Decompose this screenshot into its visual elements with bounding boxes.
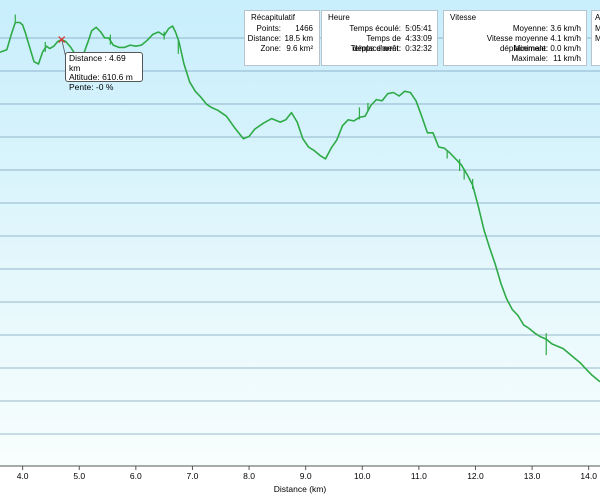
x-tick-label: 10.0	[354, 471, 371, 481]
tooltip-distance: Distance : 4.69 km	[69, 53, 126, 73]
time-elapsed-value: 5:05:41	[405, 24, 432, 33]
summary-distance-label: Distance:	[247, 34, 281, 43]
time-elapsed-label: Temps écoulé:	[349, 24, 401, 33]
marker-cross	[58, 36, 66, 44]
horizontal-gridlines	[0, 37, 600, 435]
x-tick-label: 6.0	[130, 471, 142, 481]
x-tick-label: 4.0	[17, 471, 29, 481]
summary-panel-title: Récapitulatif	[251, 13, 296, 22]
time-moving-value: 4:33:09	[405, 34, 432, 43]
speed-min-label: Minimale:	[513, 44, 548, 53]
extra-panel-row-2: M	[595, 34, 600, 44]
speed-average-label: Moyenne:	[512, 24, 548, 33]
speed-panel: Vitesse Moyenne: 3.6 km/h Vitesse moyenn…	[443, 10, 587, 66]
time-moving-label: Temps de déplacement:	[352, 34, 401, 53]
cursor-marker	[58, 36, 66, 44]
summary-zone-value: 9.6 km²	[286, 44, 313, 53]
summary-zone-label: Zone:	[260, 44, 281, 53]
extra-panel: A M M	[591, 10, 600, 66]
summary-panel: Récapitulatif Points: 1466 Distance: 18.…	[244, 10, 320, 66]
extra-panel-row-1: M	[595, 24, 600, 34]
x-tick-label: 8.0	[243, 471, 255, 481]
summary-points-label: Points:	[256, 24, 281, 33]
speed-moving-average-label: Vitesse moyenne déplacement:	[486, 34, 548, 53]
speed-max-label: Maximale:	[511, 54, 548, 63]
x-axis-label: Distance (km)	[273, 484, 327, 494]
summary-distance-value: 18.5 km	[284, 34, 313, 43]
speed-average-value: 3.6 km/h	[550, 24, 581, 33]
time-panel: Heure Temps écoulé: 5:05:41 Temps de dép…	[321, 10, 438, 66]
speed-min-value: 0.0 km/h	[550, 44, 581, 53]
summary-points-value: 1466	[295, 24, 313, 33]
x-tick-label: 11.0	[411, 471, 427, 481]
x-tick-label: 5.0	[73, 471, 85, 481]
elevation-spikes	[14, 14, 547, 356]
x-tick-label: 13.0	[524, 471, 541, 481]
x-axis-ticks: 4.0 5.0 6.0 7.0 8.0 9.0 10.0 11.0 12.0 13.0 14.0	[17, 466, 597, 481]
time-stopped-value: 0:32:32	[405, 44, 432, 53]
x-tick-label: 7.0	[187, 471, 199, 481]
speed-moving-average-value: 4.1 km/h	[550, 34, 581, 43]
time-panel-title: Heure	[328, 13, 350, 22]
extra-panel-title: A	[595, 13, 600, 22]
x-tick-label: 12.0	[467, 471, 484, 481]
tooltip-altitude: Altitude: 610.6 m	[69, 72, 133, 82]
hover-tooltip: Distance : 4.69 km Altitude: 610.6 m Pen…	[65, 52, 143, 91]
x-tick-label: 14.0	[580, 471, 597, 481]
tooltip-slope: Pente: -0 %	[69, 81, 114, 92]
speed-max-value: 11 km/h	[553, 54, 581, 63]
speed-panel-title: Vitesse	[450, 13, 477, 22]
time-stopped-label: Temps d'arrêt:	[350, 44, 401, 53]
x-tick-label: 9.0	[300, 471, 312, 481]
